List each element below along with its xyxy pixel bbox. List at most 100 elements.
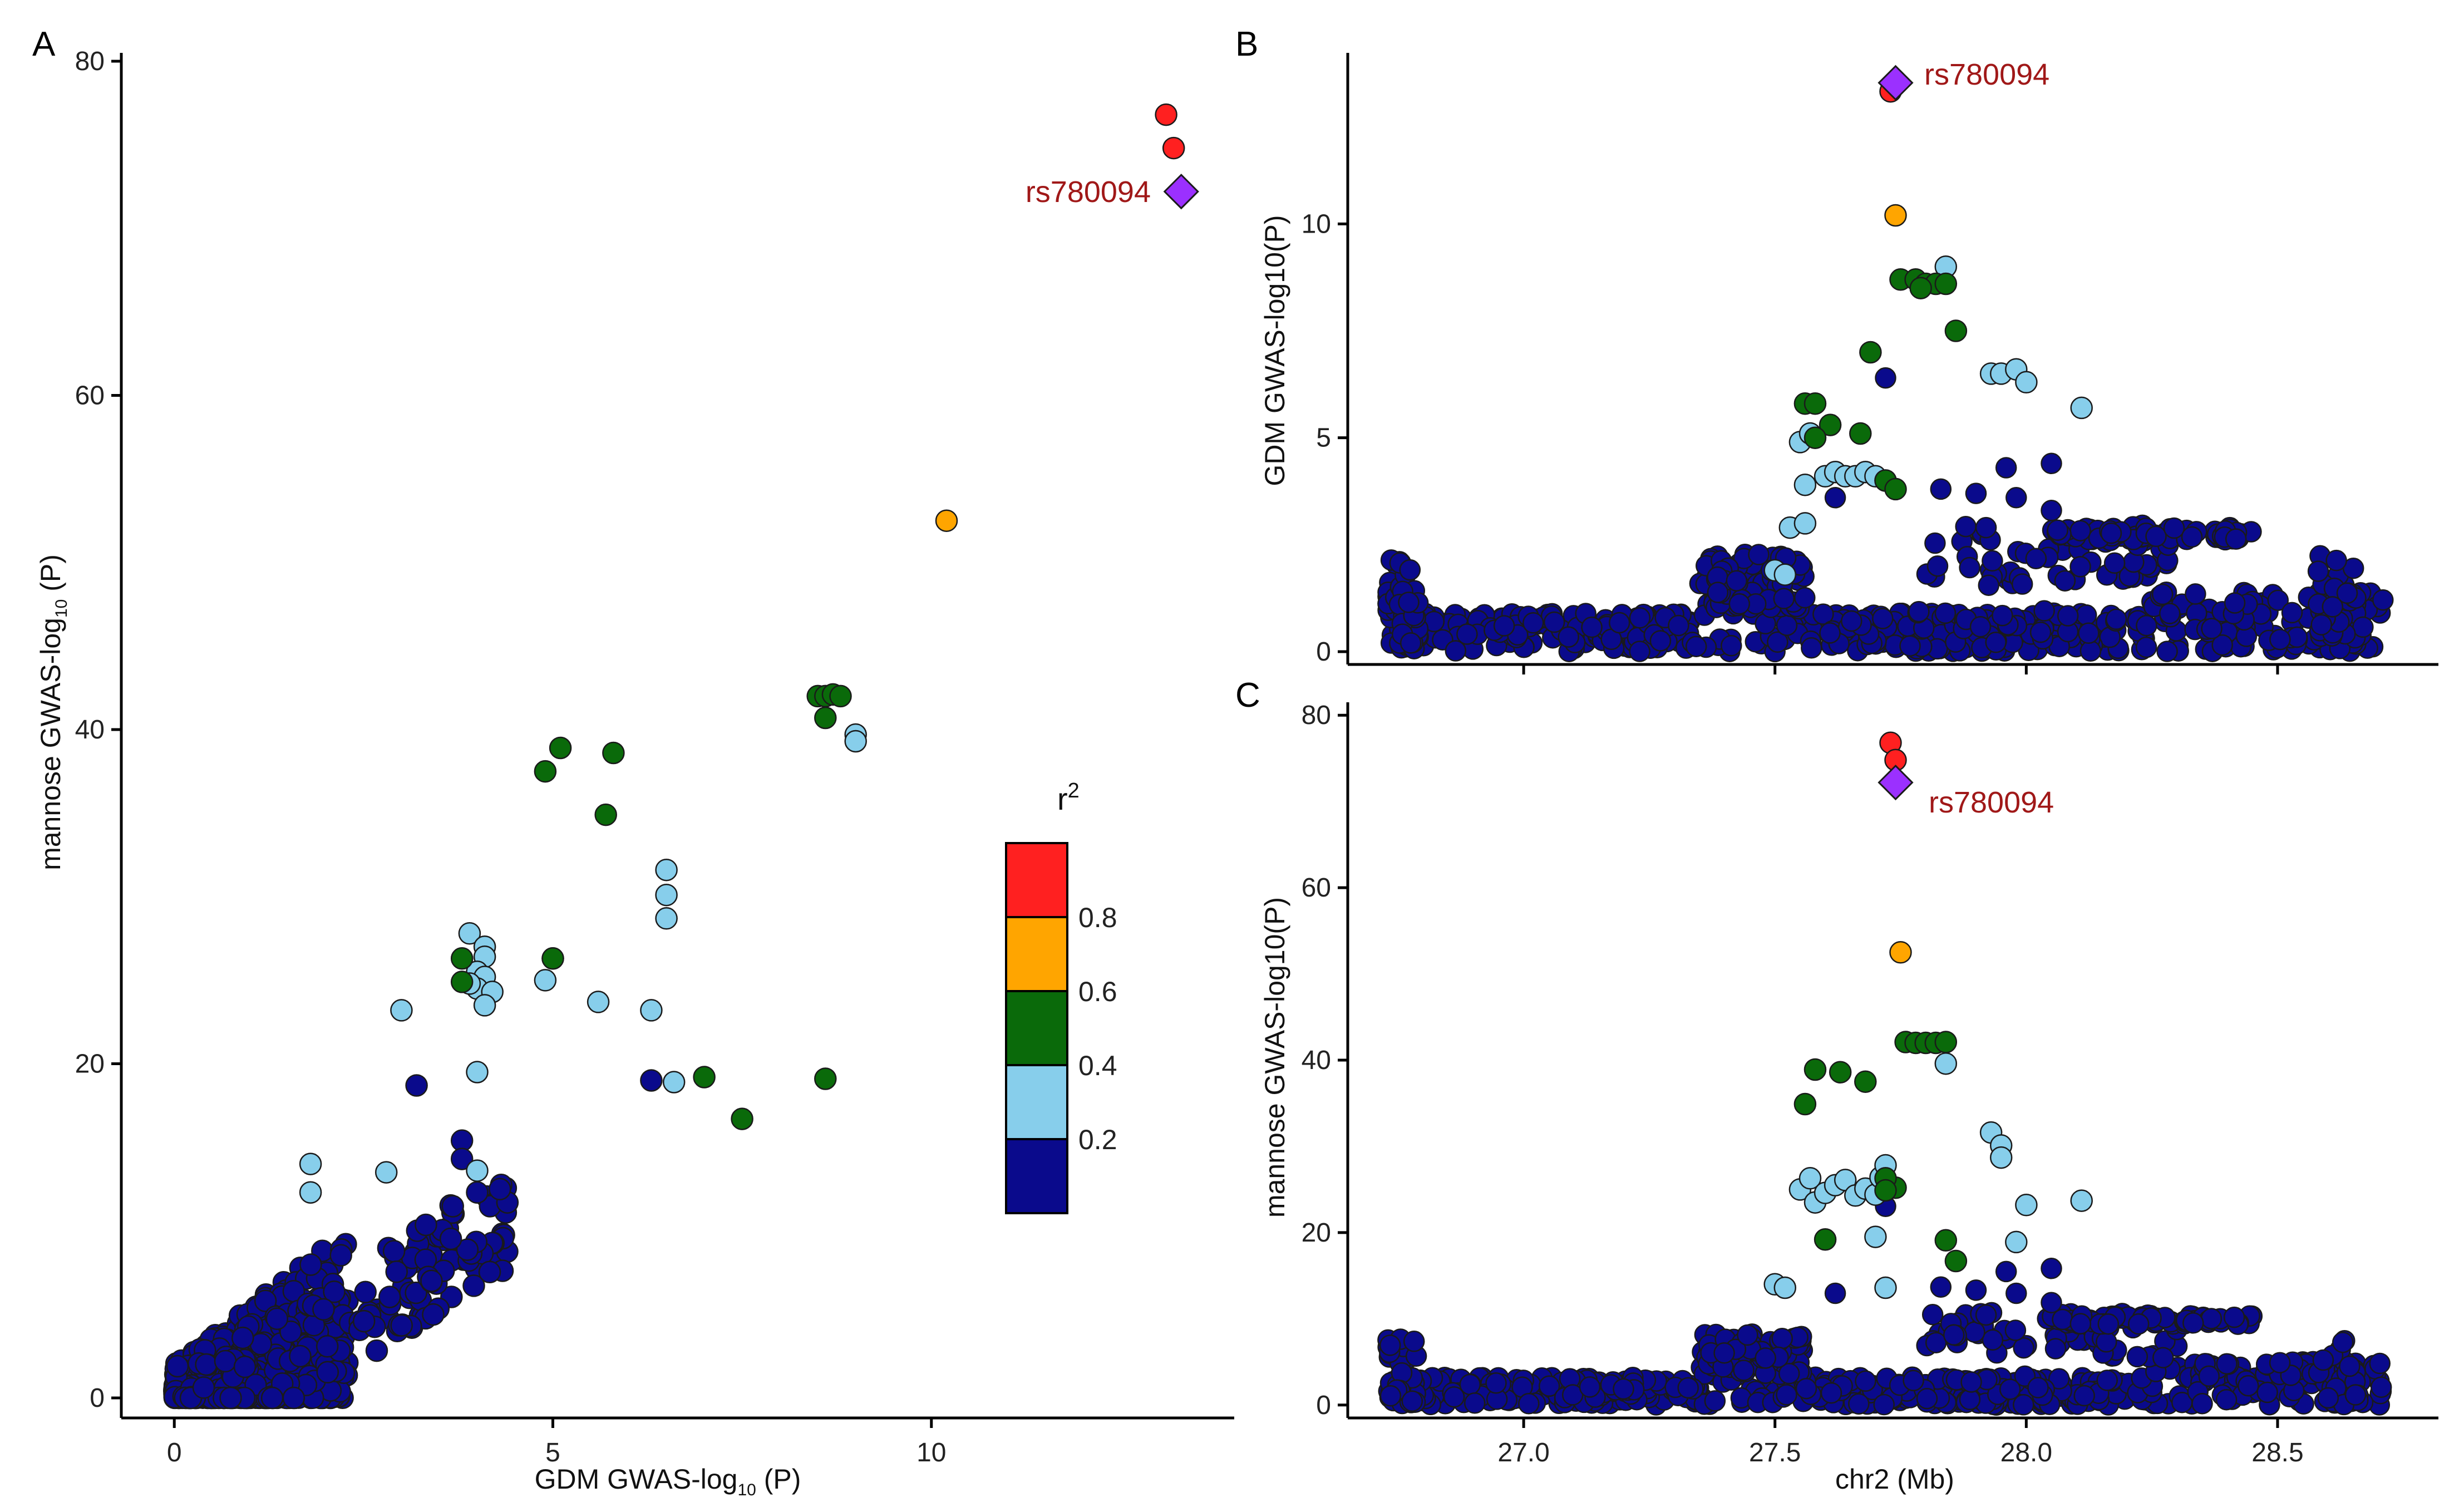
panel-a-x-tick-label: 10: [916, 1438, 946, 1467]
panel-a-point-r2-0-0.2: [352, 1309, 376, 1333]
panel-a-point-r2-0-0.2: [441, 1195, 464, 1218]
panel-c-point-r2-0-0.2: [1518, 1393, 1540, 1415]
panel-b-point-r2-0-0.2: [2029, 621, 2052, 643]
panel-a-point-r2-0.2-0.4: [655, 858, 678, 881]
panel-c-point-r2-0-0.2: [2223, 1306, 2245, 1328]
panel-a-point-r2-0.4-0.6: [602, 741, 625, 765]
panel-b-y-axis-title: GDM GWAS-log10(P): [1259, 215, 1290, 486]
panel-c-point-r2-0-0.2: [1379, 1334, 1401, 1356]
panel-a-point-r2-0-0.2: [282, 1386, 305, 1410]
panel-b-point-r2-0-0.2: [2336, 582, 2358, 604]
panel-a-point-r2-0.2-0.4: [587, 991, 610, 1013]
panel-a-point-r2-0-0.2: [289, 1344, 312, 1368]
panel-b-point-r2-0-0.2: [2322, 596, 2344, 618]
panel-b-point-r2-0.2-0.4: [1793, 473, 1817, 496]
panel-b-point-r2-0-0.2: [1819, 622, 1841, 644]
panel-c-point-r2-0-0.2: [2097, 1313, 2120, 1335]
panel-c-point-r2-0-0.2: [1776, 1384, 1797, 1406]
panel-a-point-r2-0-0.2: [329, 1244, 352, 1267]
panel-a-y-axis-title-sub: 10: [52, 599, 71, 618]
panel-b-point-r2-0-0.2: [2054, 570, 2076, 592]
panel-b-point-r2-0-0.2: [1995, 457, 2017, 479]
panel-b-point-r2-0-0.2: [2145, 525, 2167, 548]
panel-c-point-r2-0-0.2: [1903, 1370, 1924, 1392]
panel-c-point-r2-0.4-0.6: [1793, 1092, 1817, 1116]
panel-c-point-r2-0-0.2: [1485, 1372, 1507, 1394]
panel-b-point-r2-0-0.2: [1794, 587, 1816, 609]
panel-b-point-r2-0-0.2: [2163, 517, 2185, 539]
panel-b-point-r2-0-0.2: [1872, 608, 1894, 629]
panel-c-point-r2-0-0.2: [2369, 1352, 2391, 1375]
panel-c-point-r2-0-0.2: [2013, 1337, 2034, 1359]
panel-c-point-r2-0-0.2: [1975, 1304, 1997, 1326]
panel-c-point-r2-0-0.2: [1855, 1370, 1876, 1392]
panel-c-point-r2-0-0.2: [1795, 1377, 1817, 1400]
panel-a-point-r2-0-0.2: [231, 1326, 254, 1350]
panel-a-point-r2-0.4-0.6: [450, 971, 474, 993]
panel-b-point-r2-0-0.2: [1899, 635, 1921, 657]
panel-a-point-r2-0.4-0.6: [814, 706, 837, 730]
panel-a-point-r2-0-0.2: [365, 1339, 388, 1362]
panel-c-y-tick-label: 40: [1302, 1046, 1331, 1075]
panel-a-point-r2-0-0.2: [219, 1386, 242, 1410]
panel-b-point-r2-0-0.2: [1841, 610, 1862, 632]
panel-c-point-r2-0.2-0.4: [1773, 1276, 1797, 1299]
panel-a-point-r2-0.2-0.4: [466, 1061, 489, 1083]
panel-c-point-r2-0-0.2: [2200, 1308, 2223, 1329]
panel-b-point-r2-0.4-0.6: [1934, 272, 1958, 295]
panel-c-point-r2-0-0.2: [1379, 1385, 1402, 1407]
panel-c-point-r2-0-0.2: [2317, 1387, 2339, 1409]
panel-b-point-r2-0-0.2: [1992, 604, 2013, 627]
panel-c-point-r2-0-0.2: [2048, 1368, 2070, 1390]
panel-a-point-r2-0-0.2: [378, 1286, 401, 1308]
panel-b-point-r2-0-0.2: [2136, 614, 2157, 637]
legend-swatch-0-0.2: [1005, 1138, 1068, 1214]
panel-b-point-r2-0-0.2: [1969, 616, 1992, 638]
panel-b-point-r2-0-0.2: [2201, 618, 2223, 639]
panel-c-x-tick-label: 28.5: [2251, 1438, 2303, 1467]
panel-a-point-r2-0.2-0.4: [299, 1153, 322, 1175]
panel-a-point-r2-0.4-0.6: [829, 684, 852, 708]
panel-c-point-r2-0-0.2: [1403, 1331, 1425, 1352]
panel-b-point-r2-0-0.2: [1649, 630, 1672, 652]
panel-b-point-r2-0-0.2: [1767, 631, 1788, 653]
panel-a-point-r2-0.4-0.6: [541, 947, 564, 970]
legend-swatch-0.8-1: [1005, 842, 1068, 918]
panel-b-point-r2-0.4-0.6: [1803, 392, 1827, 415]
panel-c-point-r2-0-0.2: [2127, 1313, 2150, 1335]
panel-a-point-r2-0-0.2: [312, 1298, 335, 1321]
panel-c-point-r2-0-0.2: [2005, 1282, 2027, 1304]
panel-a-point-r2-0.2-0.4: [662, 1071, 686, 1094]
panel-b-point-r2-0-0.2: [2047, 519, 2068, 541]
panel-a-point-r2-0-0.2: [489, 1178, 511, 1200]
panel-b-point-r2-0-0.2: [1824, 487, 1846, 509]
panel-a-lead-snp: [1163, 174, 1199, 210]
panel-b-point-r2-0-0.2: [1629, 607, 1651, 629]
panel-c-point-r2-0-0.2: [1921, 1304, 1944, 1326]
panel-c-point-r2-0-0.2: [1443, 1386, 1465, 1408]
panel-a-x-tick-label: 5: [545, 1438, 560, 1467]
panel-a-point-r2-0-0.2: [462, 1274, 485, 1297]
panel-a-point-r2-0-0.2: [466, 1181, 489, 1204]
legend-swatch-0.4-0.6: [1005, 990, 1068, 1066]
panel-c-point-r2-0-0.2: [2069, 1313, 2092, 1334]
panel-c-point-r2-0-0.2: [2269, 1352, 2291, 1373]
panel-c-point-r2-0-0.2: [2073, 1385, 2095, 1407]
panel-a-y-axis-title-tail: (P): [35, 554, 66, 599]
panel-c-point-r2-0.2-0.4: [2015, 1194, 2038, 1217]
panel-b-point-r2-0-0.2: [1985, 632, 2007, 653]
panel-b-point-r2-0-0.2: [2267, 589, 2289, 611]
panel-b-point-r2-0-0.2: [2078, 622, 2100, 644]
panel-a-y-axis-title-main: mannose GWAS-log: [35, 618, 66, 870]
panel-b-point-r2-0-0.2: [2269, 628, 2291, 651]
panel-b-point-r2-0-0.2: [2307, 560, 2329, 582]
panel-b-point-r2-0-0.2: [1721, 635, 1742, 657]
panel-c-point-r2-0-0.2: [2198, 1365, 2220, 1387]
panel-c-point-r2-0-0.2: [1733, 1360, 1755, 1381]
panel-a-point-r2-0-0.2: [316, 1335, 339, 1358]
panel-b-point-r2-0-0.2: [2372, 589, 2394, 611]
panel-b-point-r2-0.2-0.4: [1793, 512, 1817, 535]
panel-c-point-r2-0-0.2: [1463, 1392, 1486, 1414]
panel-c-point-r2-0-0.2: [2126, 1346, 2148, 1368]
panel-c-point-r2-0-0.2: [2096, 1331, 2117, 1353]
